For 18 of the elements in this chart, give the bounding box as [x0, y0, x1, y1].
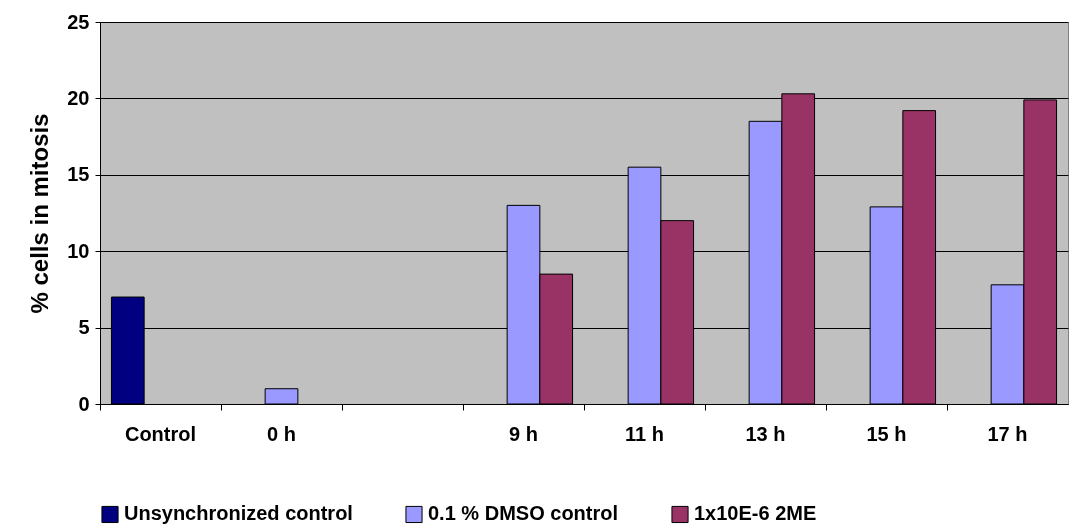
- x-tick-label: 17 h: [987, 422, 1028, 445]
- x-tick-label: 11 h: [625, 422, 664, 445]
- x-tick-label: 15 h: [866, 422, 907, 445]
- legend-label: 1x10E-6 2ME: [694, 502, 817, 525]
- legend-label: Unsynchronized control: [124, 502, 353, 525]
- legend-label: 0.1 % DMSO control: [428, 502, 619, 525]
- x-tick-label: 13 h: [745, 422, 786, 445]
- y-axis-title: % cells in mitosis: [26, 113, 54, 314]
- y-tick-label: 15: [67, 163, 90, 186]
- x-tick-label: Control: [124, 422, 197, 445]
- y-tick-label: 5: [78, 316, 90, 339]
- y-tick-label: 20: [67, 86, 90, 109]
- x-tick-label: 0 h: [267, 422, 296, 445]
- y-tick-label: 25: [67, 10, 90, 33]
- bar: [264, 388, 299, 405]
- y-tick-label: 0: [78, 392, 90, 415]
- y-tick-label: 10: [67, 239, 90, 262]
- x-tick-label: 9 h: [509, 422, 538, 445]
